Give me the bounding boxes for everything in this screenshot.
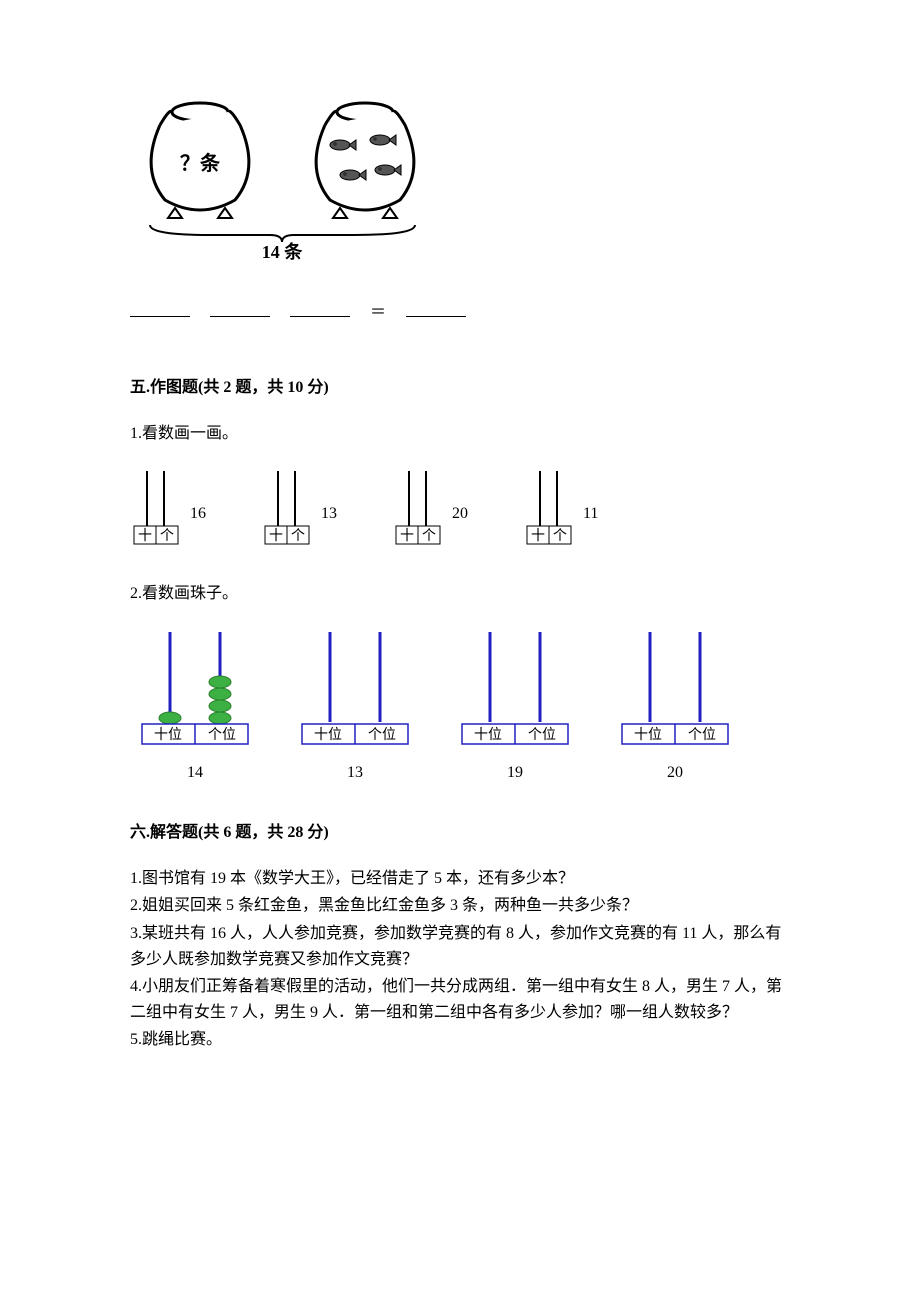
abacus-3: 十位 个位 20	[610, 632, 740, 785]
equals-sign: ＝	[370, 300, 386, 326]
blank-1	[130, 299, 190, 317]
svg-text:十位: 十位	[474, 727, 502, 743]
abacus-row: 十位 个位 14 十位 个位 13 十位 个位 19 十位 个位 20	[130, 632, 790, 785]
s6-question-4: 4.小朋友们正筹备着寒假里的活动，他们一共分成两组．第一组中有女生 8 人，男生…	[130, 974, 790, 1025]
section-6-header: 六.解答题(共 6 题，共 28 分)	[130, 820, 790, 846]
svg-text:个位: 个位	[208, 727, 236, 743]
abacus-2: 十位 个位 19	[450, 632, 580, 785]
svg-text:十: 十	[531, 528, 545, 544]
rod-number-3: 11	[583, 501, 598, 527]
blank-3	[290, 299, 350, 317]
svg-text:个位: 个位	[368, 727, 396, 743]
counting-rod-1: 十个 13	[261, 471, 337, 546]
rod-number-0: 16	[190, 501, 206, 527]
q5-2-prompt: 2.看数画珠子。	[130, 581, 790, 607]
abacus-number-1: 13	[290, 760, 420, 786]
svg-text:个位: 个位	[528, 727, 556, 743]
fishbowl-diagram: ？条 14 条	[130, 90, 790, 269]
counting-rod-0: 十个 16	[130, 471, 206, 546]
abacus-number-3: 20	[610, 760, 740, 786]
svg-text:十: 十	[138, 528, 152, 544]
abacus-number-0: 14	[130, 760, 260, 786]
abacus-0: 十位 个位 14	[130, 632, 260, 785]
svg-text:十: 十	[269, 528, 283, 544]
svg-text:个位: 个位	[688, 727, 716, 743]
svg-text:十位: 十位	[154, 727, 182, 743]
svg-text:个: 个	[553, 528, 567, 544]
equation-line: ＝	[130, 299, 790, 326]
s6-question-5: 5.跳绳比赛。	[130, 1027, 790, 1053]
abacus-1: 十位 个位 13	[290, 632, 420, 785]
section-6-questions: 1.图书馆有 19 本《数学大王》，已经借走了 5 本，还有多少本？2.姐姐买回…	[130, 866, 790, 1053]
abacus-number-2: 19	[450, 760, 580, 786]
counting-rod-3: 十个 11	[523, 471, 598, 546]
section-5-header: 五.作图题(共 2 题，共 10 分)	[130, 375, 790, 401]
counting-rods-row: 十个16十个13十个20十个11	[130, 471, 790, 546]
left-bowl-label: ？条	[180, 151, 221, 175]
right-fishbowl	[316, 103, 414, 218]
rod-number-2: 20	[452, 501, 468, 527]
s6-question-3: 3.某班共有 16 人，人人参加竞赛，参加数学竞赛的有 8 人，参加作文竞赛的有…	[130, 921, 790, 972]
blank-2	[210, 299, 270, 317]
s6-question-2: 2.姐姐买回来 5 条红金鱼，黑金鱼比红金鱼多 3 条，两种鱼一共多少条？	[130, 893, 790, 919]
blank-4	[406, 299, 466, 317]
svg-text:十位: 十位	[314, 727, 342, 743]
brace	[150, 225, 415, 242]
svg-text:十: 十	[400, 528, 414, 544]
rod-number-1: 13	[321, 501, 337, 527]
q5-1-prompt: 1.看数画一画。	[130, 421, 790, 447]
svg-text:个: 个	[422, 528, 436, 544]
svg-text:个: 个	[291, 528, 305, 544]
fishbowl-svg: ？条 14 条	[130, 90, 440, 260]
svg-text:十位: 十位	[634, 727, 662, 743]
total-label: 14 条	[262, 241, 304, 260]
s6-question-1: 1.图书馆有 19 本《数学大王》，已经借走了 5 本，还有多少本？	[130, 866, 790, 892]
svg-text:个: 个	[160, 528, 174, 544]
left-fishbowl: ？条	[151, 103, 249, 218]
counting-rod-2: 十个 20	[392, 471, 468, 546]
